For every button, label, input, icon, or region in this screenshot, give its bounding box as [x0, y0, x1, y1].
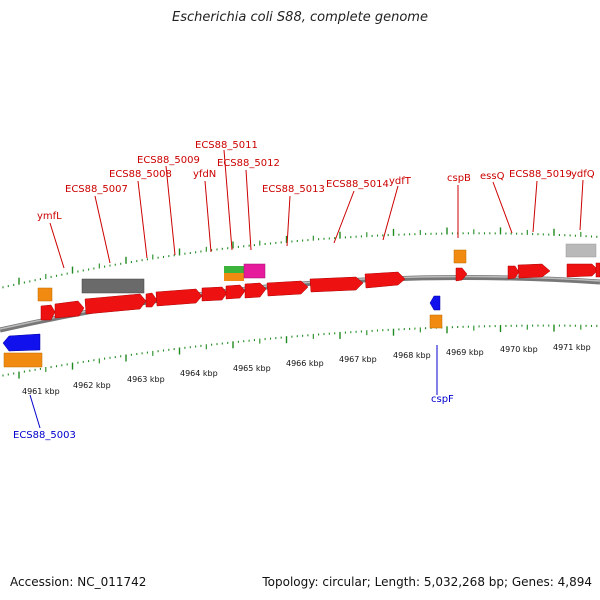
cds-arrow-cspF[interactable]: [429, 295, 441, 311]
cds-arrow-ECS88_5003[interactable]: [2, 333, 41, 352]
kbp-label: 4970 kbp: [500, 345, 538, 354]
kbp-label: 4971 kbp: [553, 343, 591, 352]
gene-label-ECS88_5011[interactable]: ECS88_5011: [195, 140, 258, 151]
gene-label-ECS88_5007[interactable]: ECS88_5007: [65, 184, 128, 195]
pseudogene-ECS88_5007[interactable]: [81, 278, 145, 294]
leader-ECS88_5012: [245, 169, 252, 251]
gene-label-ydfT[interactable]: ydfT: [389, 176, 412, 187]
accession-text: Accession: NC_011742: [10, 575, 147, 589]
cds-arrow-ECS88_5019[interactable]: [517, 263, 551, 279]
cds-arrow-ECS88_5007b[interactable]: [84, 293, 147, 315]
kbp-label: 4966 kbp: [286, 359, 324, 368]
kbp-label: 4967 kbp: [339, 355, 377, 364]
cds-arrow-ECS88_5011[interactable]: [225, 284, 246, 300]
leader-ECS88_5003: [29, 394, 41, 429]
gene-feature-green[interactable]: [224, 266, 244, 274]
cds-arrow-edge[interactable]: [595, 262, 600, 278]
gene-feature-ymfL-small[interactable]: [37, 287, 53, 302]
kbp-label: 4964 kbp: [180, 369, 218, 378]
gene-label-ECS88_5019[interactable]: ECS88_5019: [509, 169, 572, 180]
gene-label-ECS88_5009[interactable]: ECS88_5009: [137, 155, 200, 166]
gene-label-ydfQ[interactable]: ydfQ: [571, 169, 595, 180]
kbp-label: 4965 kbp: [233, 364, 271, 373]
gene-feature-cspB-small[interactable]: [453, 249, 467, 264]
leader-ECS88_5009: [165, 165, 176, 256]
outer-tick-ring: [2, 227, 598, 289]
cds-arrow-ydfT[interactable]: [364, 271, 406, 289]
leader-ydfT: [382, 185, 399, 241]
cds-arrow-essQ[interactable]: [507, 265, 520, 280]
genome-title: Escherichia coli S88, complete genome: [172, 10, 428, 25]
kbp-label: 4969 kbp: [446, 348, 484, 357]
kbp-label: 4968 kbp: [393, 351, 431, 360]
cds-arrow-yfdN[interactable]: [201, 286, 228, 302]
cds-arrow-ymfL[interactable]: [40, 304, 56, 321]
cds-arrow-cspB[interactable]: [455, 267, 468, 282]
cds-arrow-ECS88_5013[interactable]: [266, 280, 309, 297]
leader-yfdN: [204, 180, 212, 253]
cds-arrow-ECS88_5012[interactable]: [244, 282, 267, 299]
cds-arrow-ydfQ[interactable]: [566, 263, 599, 278]
cds-arrow-ECS88_5007a[interactable]: [54, 300, 85, 319]
kbp-label: 4962 kbp: [73, 381, 111, 390]
leader-ECS88_5019: [532, 180, 538, 233]
gene-feature-ECS88_5003-small[interactable]: [3, 352, 43, 368]
gene-label-ECS88_5014[interactable]: ECS88_5014: [326, 179, 389, 190]
gene-label-ymfL[interactable]: ymfL: [37, 211, 62, 222]
kbp-label: 4961 kbp: [22, 387, 60, 396]
cds-arrow-ECS88_5014[interactable]: [309, 276, 364, 293]
inner-tick-ring: [2, 324, 598, 379]
genome-summary-text: Topology: circular; Length: 5,032,268 bp…: [262, 575, 592, 589]
leader-essQ: [492, 181, 513, 234]
gene-label-ECS88_5008[interactable]: ECS88_5008: [109, 169, 172, 180]
gene-feature-pink-5012[interactable]: [243, 263, 266, 279]
leader-ECS88_5014: [333, 190, 355, 244]
kbp-label: 4963 kbp: [127, 375, 165, 384]
gene-label-yfdN[interactable]: yfdN: [193, 169, 216, 180]
leader-ECS88_5011: [223, 149, 233, 251]
leader-ymfL: [49, 222, 65, 269]
leader-ECS88_5007: [94, 195, 111, 264]
gene-feature-grey-ydfQ[interactable]: [565, 243, 597, 258]
gene-feature-orange-5011[interactable]: [224, 273, 244, 281]
gene-label-ECS88_5003[interactable]: ECS88_5003: [13, 430, 76, 441]
gene-label-ECS88_5013[interactable]: ECS88_5013: [262, 184, 325, 195]
cds-arrow-ECS88_5008[interactable]: [145, 292, 158, 308]
gene-label-cspB[interactable]: cspB: [447, 173, 471, 184]
gene-feature-cspF-small[interactable]: [429, 314, 443, 329]
gene-label-cspF[interactable]: cspF: [431, 394, 454, 405]
leader-ECS88_5013: [286, 195, 291, 247]
leader-ydfQ: [579, 179, 584, 231]
leader-ECS88_5008: [137, 180, 148, 259]
cds-arrow-ECS88_5009[interactable]: [155, 288, 203, 307]
gene-label-ECS88_5012[interactable]: ECS88_5012: [217, 158, 280, 169]
gene-label-essQ[interactable]: essQ: [480, 171, 505, 182]
